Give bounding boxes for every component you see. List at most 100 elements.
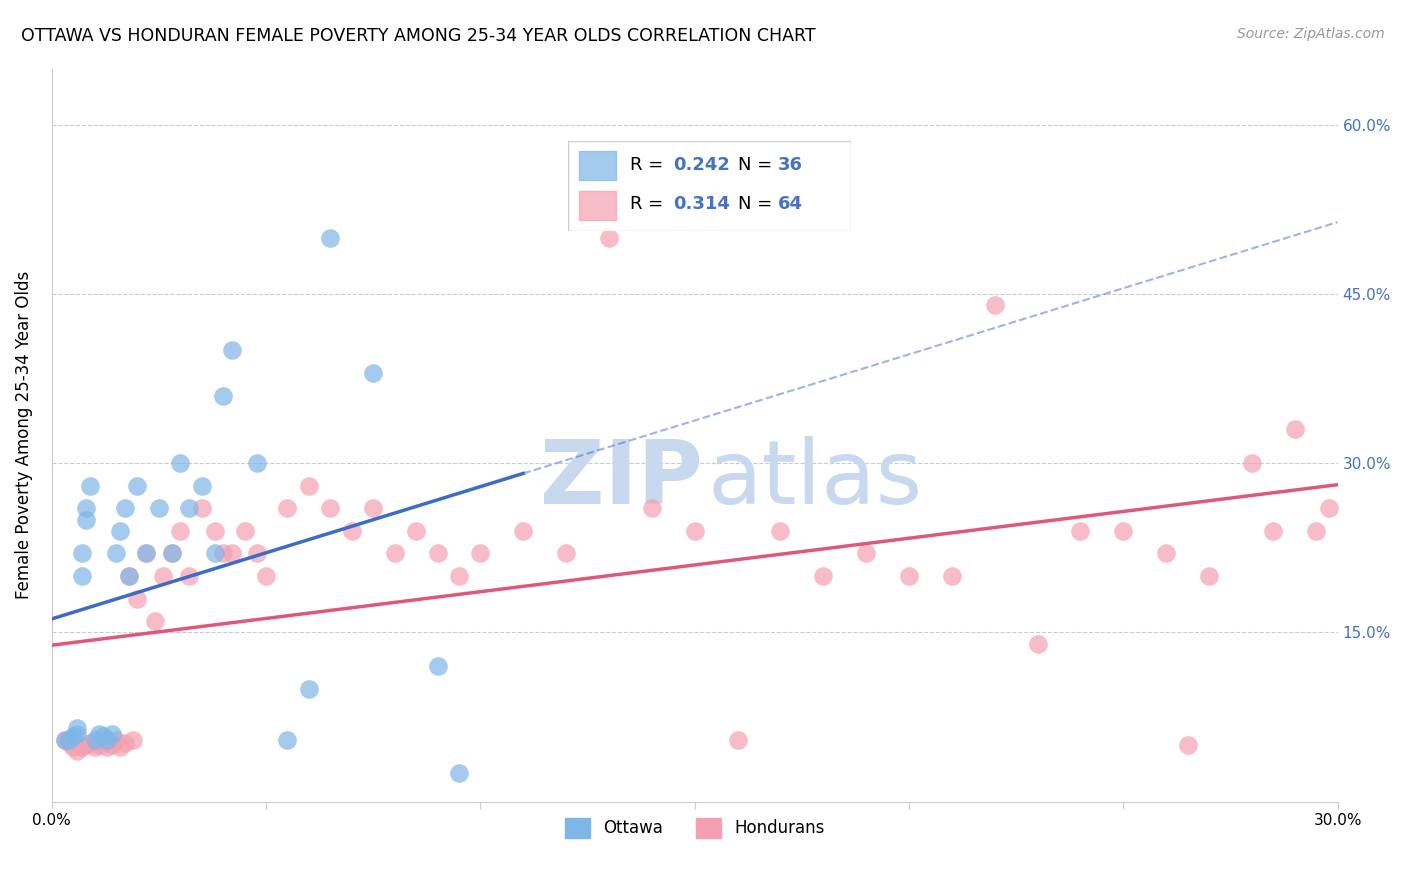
Point xyxy=(114,736,136,750)
Text: N =: N = xyxy=(738,155,778,174)
Bar xyxy=(579,152,616,180)
Point xyxy=(1154,546,1177,560)
Point xyxy=(58,732,80,747)
Point xyxy=(87,727,110,741)
Point xyxy=(1317,501,1340,516)
Point xyxy=(105,732,128,747)
Point xyxy=(66,744,89,758)
Point xyxy=(58,736,80,750)
Text: 36: 36 xyxy=(778,155,803,174)
Point xyxy=(384,546,406,560)
Point xyxy=(1263,524,1285,538)
Point xyxy=(683,524,706,538)
Point xyxy=(276,501,298,516)
Point xyxy=(110,740,132,755)
Point xyxy=(87,738,110,752)
Point xyxy=(641,501,664,516)
Point xyxy=(62,729,84,743)
Point xyxy=(79,736,101,750)
Text: N =: N = xyxy=(738,194,778,213)
Point xyxy=(70,569,93,583)
Text: Source: ZipAtlas.com: Source: ZipAtlas.com xyxy=(1237,27,1385,41)
Point xyxy=(447,569,470,583)
Point xyxy=(75,501,97,516)
Point xyxy=(135,546,157,560)
Y-axis label: Female Poverty Among 25-34 Year Olds: Female Poverty Among 25-34 Year Olds xyxy=(15,271,32,599)
Point xyxy=(470,546,492,560)
Text: OTTAWA VS HONDURAN FEMALE POVERTY AMONG 25-34 YEAR OLDS CORRELATION CHART: OTTAWA VS HONDURAN FEMALE POVERTY AMONG … xyxy=(21,27,815,45)
Point xyxy=(91,736,114,750)
Point xyxy=(70,740,93,755)
Point xyxy=(96,732,118,747)
Point xyxy=(246,546,269,560)
Point xyxy=(105,546,128,560)
FancyBboxPatch shape xyxy=(568,142,851,231)
Point xyxy=(53,732,76,747)
Point xyxy=(727,732,749,747)
Point xyxy=(75,738,97,752)
Point xyxy=(855,546,877,560)
Point xyxy=(340,524,363,538)
Point xyxy=(100,727,122,741)
Point xyxy=(447,766,470,780)
Point xyxy=(177,501,200,516)
Text: R =: R = xyxy=(630,155,669,174)
Point xyxy=(1284,422,1306,436)
Point xyxy=(983,298,1005,312)
Point xyxy=(114,501,136,516)
Point xyxy=(148,501,170,516)
Point xyxy=(96,740,118,755)
Point xyxy=(169,524,191,538)
Point xyxy=(426,659,449,673)
Point xyxy=(555,546,578,560)
Point xyxy=(1026,637,1049,651)
Point xyxy=(221,546,243,560)
Point xyxy=(66,721,89,735)
Point xyxy=(221,343,243,358)
Point xyxy=(70,546,93,560)
Point xyxy=(122,732,145,747)
Point xyxy=(813,569,835,583)
Point xyxy=(246,456,269,470)
Point xyxy=(75,513,97,527)
Point xyxy=(405,524,427,538)
Point xyxy=(191,501,214,516)
Point xyxy=(127,591,149,606)
Point xyxy=(598,230,620,244)
Bar xyxy=(579,192,616,220)
Point xyxy=(204,524,226,538)
Point xyxy=(135,546,157,560)
Point xyxy=(79,479,101,493)
Point xyxy=(319,230,342,244)
Point xyxy=(152,569,174,583)
Point xyxy=(233,524,256,538)
Point xyxy=(276,732,298,747)
Point xyxy=(254,569,277,583)
Point xyxy=(212,388,235,402)
Point xyxy=(212,546,235,560)
Point xyxy=(1240,456,1263,470)
Point xyxy=(160,546,183,560)
Point xyxy=(118,569,141,583)
Point xyxy=(204,546,226,560)
Point xyxy=(361,366,384,380)
Text: ZIP: ZIP xyxy=(540,435,703,523)
Text: R =: R = xyxy=(630,194,669,213)
Point xyxy=(298,479,321,493)
Text: 64: 64 xyxy=(778,194,803,213)
Point xyxy=(1305,524,1327,538)
Point xyxy=(143,614,166,628)
Point xyxy=(1112,524,1135,538)
Text: 0.242: 0.242 xyxy=(673,155,730,174)
Point xyxy=(169,456,191,470)
Point xyxy=(66,727,89,741)
Point xyxy=(319,501,342,516)
Point xyxy=(512,524,534,538)
Point xyxy=(361,501,384,516)
Point xyxy=(898,569,921,583)
Point xyxy=(191,479,214,493)
Point xyxy=(83,740,105,755)
Point xyxy=(1177,738,1199,752)
Point xyxy=(1069,524,1091,538)
Legend: Ottawa, Hondurans: Ottawa, Hondurans xyxy=(558,811,831,845)
